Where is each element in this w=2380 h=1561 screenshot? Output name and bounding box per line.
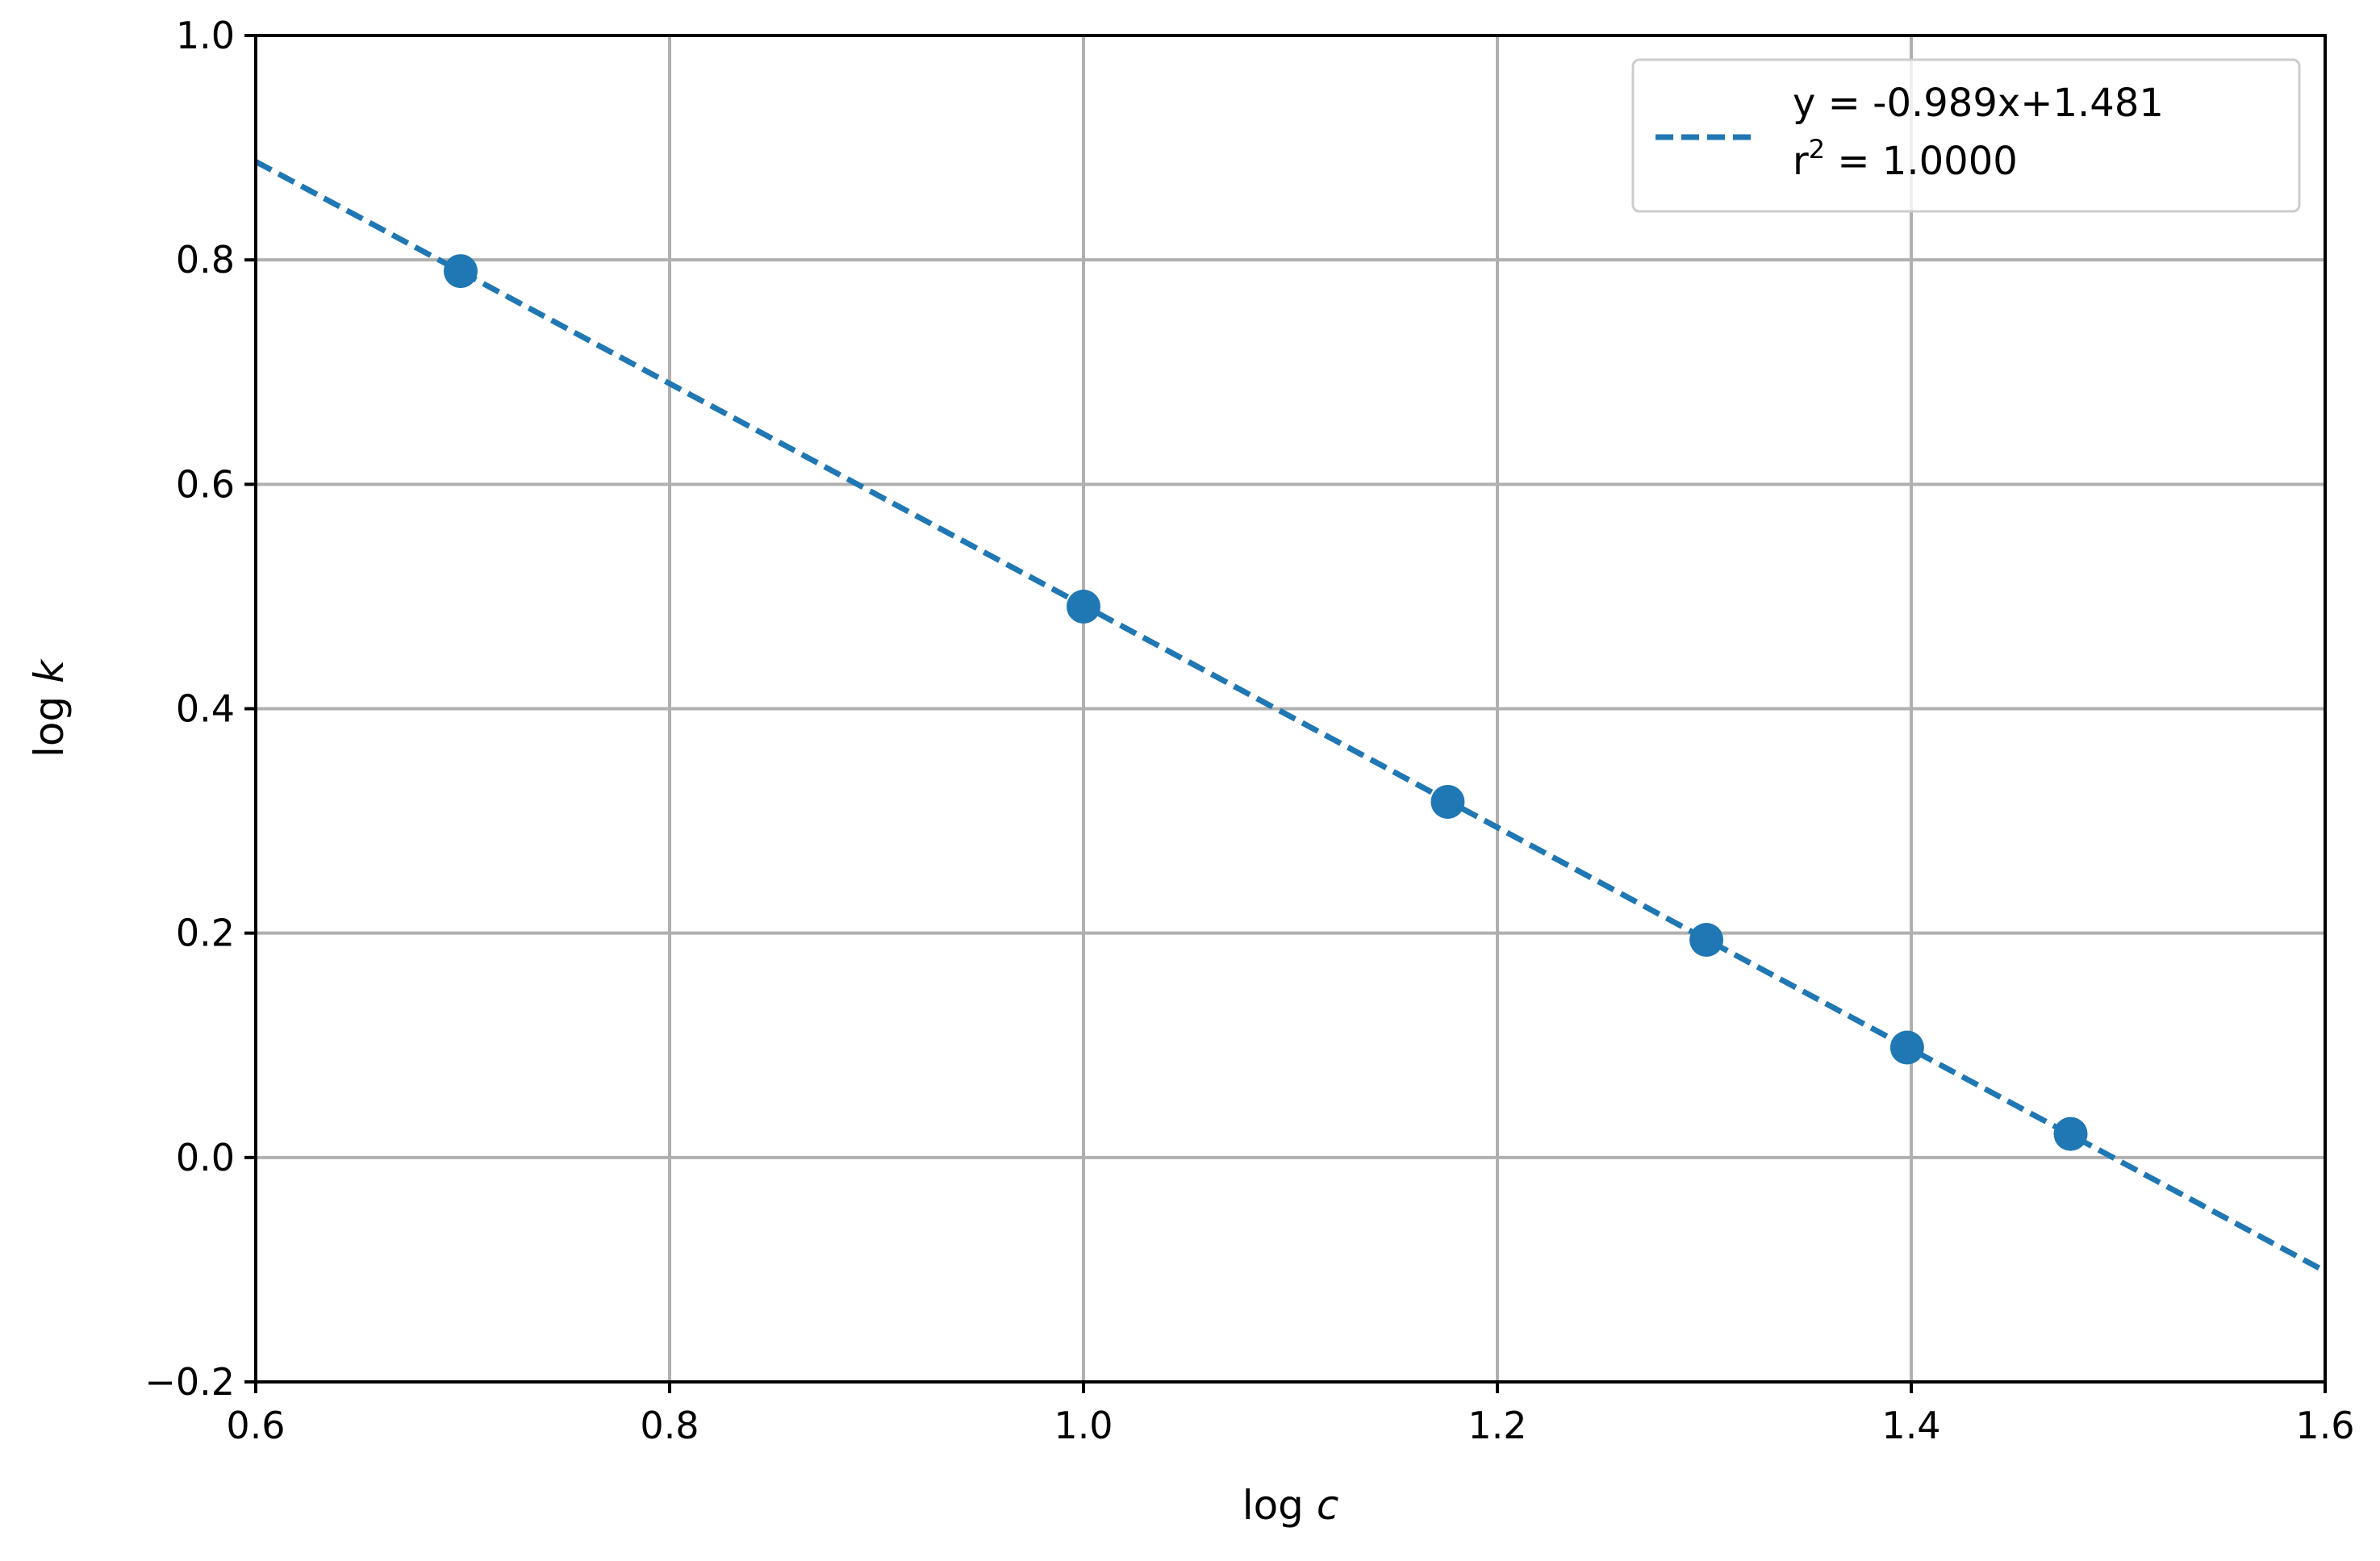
y-axis-label-var: k [26,658,73,683]
data-point [1067,589,1100,624]
legend: y = -0.989x+1.481 r2 = 1.0000 [1631,58,2301,213]
x-tick-label: 0.6 [226,1404,285,1447]
y-tick-label: 0.4 [176,687,235,731]
legend-box [1631,58,2301,213]
legend-r-value: = 1.0000 [1825,139,2018,184]
y-tick-label: −0.2 [144,1360,235,1404]
x-tick-label: 1.6 [2295,1404,2354,1447]
x-tick-label: 1.2 [1468,1404,1526,1447]
grid [254,34,2327,1384]
data-point [1430,784,1465,819]
y-axis-label: log k [26,658,73,758]
data-points [443,254,2088,1151]
legend-r-squared: r2 = 1.0000 [1793,134,2018,184]
x-axis-label: log c [1242,1482,1339,1529]
y-tick-label: 1.0 [176,14,235,57]
y-axis-label-log: log [26,683,73,758]
fit-line [254,159,2327,1274]
legend-r-letter: r [1793,139,1809,184]
x-tick-label: 1.0 [1054,1404,1113,1447]
y-tick-label: 0.2 [176,912,235,955]
fit-line-group [254,159,2327,1274]
x-tick-label: 0.8 [640,1404,699,1447]
x-tick-label: 1.4 [1881,1404,1940,1447]
data-point [443,254,478,289]
legend-r-superscript: 2 [1809,134,1825,165]
x-axis-label-var: c [1317,1482,1339,1529]
data-point [1889,1030,1924,1065]
y-tick-label: 0.6 [176,462,235,506]
data-point [2053,1116,2088,1151]
y-tick-label: 0.0 [176,1136,235,1179]
x-axis-label-log: log [1242,1482,1317,1529]
legend-equation: y = -0.989x+1.481 [1793,81,2164,126]
axis-ticks: 0.6 0.8 1.0 1.2 1.4 1.6 −0.2 0.0 0.2 0.4 0.6 0.8 1.0 [144,14,2354,1447]
y-tick-label: 0.8 [176,238,235,282]
data-point [1689,923,1724,958]
